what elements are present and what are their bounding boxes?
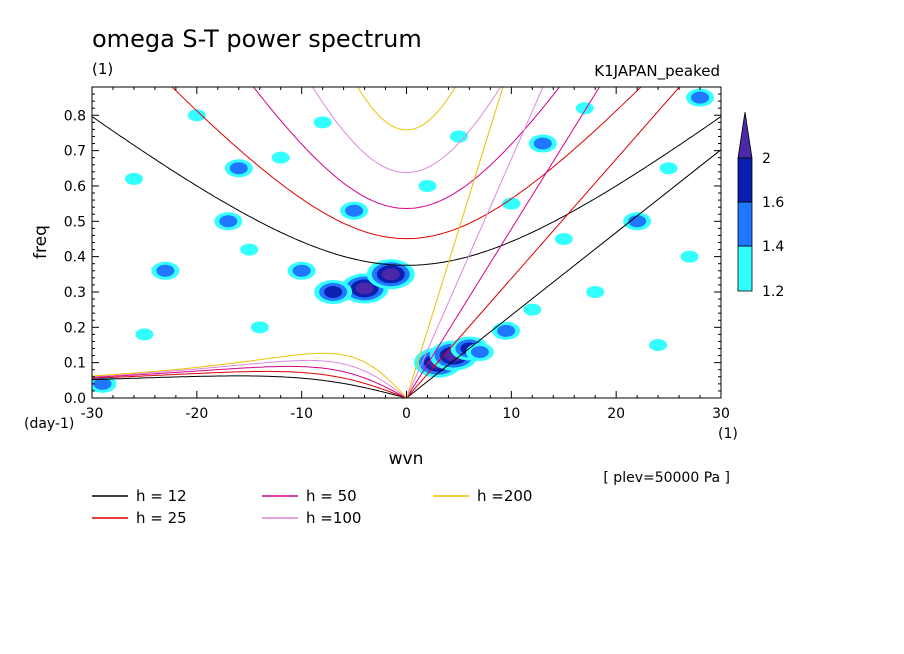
power-blob-18-level-1 <box>680 250 699 263</box>
dispersion-curve-h12-2 <box>406 149 721 398</box>
power-blob-26-level-1 <box>649 338 668 351</box>
power-blob-14-level-2 <box>156 264 175 277</box>
legend-label-h200: h =200 <box>477 487 532 505</box>
power-blob-29-level-1 <box>575 102 594 115</box>
x-units-label: (1) <box>718 426 738 442</box>
colorbar-label: 2 <box>762 151 771 167</box>
colorbar-segment-3 <box>737 157 753 203</box>
legend-label-h100: h =100 <box>306 509 361 527</box>
dispersion-curve-h25-1 <box>92 370 407 398</box>
x-tick-label: 0 <box>402 406 411 422</box>
colorbar: 1.2 1.4 1.6 2 <box>737 111 784 300</box>
power-blob-9-level-2 <box>292 264 311 277</box>
x-tick-label: -30 <box>81 406 104 422</box>
colorbar-label: 1.6 <box>762 195 784 211</box>
colorbar-top-triangle <box>737 111 753 159</box>
dispersion-curve-h200-1 <box>92 352 407 398</box>
experiment-name: K1JAPAN_peaked <box>594 62 720 81</box>
chart-title: omega S-T power spectrum <box>92 25 422 53</box>
power-blob-17-level-2 <box>628 215 647 228</box>
power-blob-10-level-2 <box>345 204 364 217</box>
x-tick-label: 10 <box>502 406 520 422</box>
dispersion-curve-h200-2 <box>406 87 504 398</box>
power-blob-28-level-1 <box>418 179 437 192</box>
dispersion-curve-h100-1 <box>92 359 407 398</box>
x-axis-title: wvn <box>389 449 424 469</box>
legend-label-h50: h = 50 <box>306 487 357 505</box>
y-tick-label: 0.5 <box>64 214 86 230</box>
title-units: (1) <box>92 60 113 78</box>
power-blob-11-level-2 <box>229 162 248 175</box>
x-tick-label: 20 <box>607 406 625 422</box>
power-blob-33-level-1 <box>554 232 573 245</box>
power-blob-25-level-1 <box>586 285 605 298</box>
power-blob-3-level-2 <box>470 346 489 359</box>
power-blob-8-level-3 <box>324 285 343 298</box>
power-blob-4-level-2 <box>497 324 516 337</box>
power-blob-20-level-1 <box>187 109 206 122</box>
power-blob-19-level-1 <box>659 162 678 175</box>
dispersion-curve-h50-0 <box>252 87 561 210</box>
power-blob-16-level-2 <box>533 137 552 150</box>
dispersion-curve-h12-0 <box>92 116 721 266</box>
power-blob-6-level-4 <box>355 282 374 295</box>
power-blob-12-level-2 <box>219 215 238 228</box>
y-axis: 0.0 0.1 0.2 0.3 0.4 0.5 0.6 0.7 0.8 <box>64 93 721 407</box>
legend-label-h12: h = 12 <box>136 487 187 505</box>
plot-frame <box>91 86 722 399</box>
dispersion-curve-h100-2 <box>406 87 544 398</box>
dispersion-curve-h25-0 <box>171 87 642 240</box>
power-blob-21-level-1 <box>449 130 468 143</box>
power-blob-32-level-1 <box>271 151 290 164</box>
x-tick-label: 30 <box>712 406 730 422</box>
power-blob-13-level-1 <box>240 243 259 256</box>
y-tick-label: 0.3 <box>64 285 86 301</box>
power-blob-24-level-1 <box>250 321 269 334</box>
y-tick-label: 0.2 <box>64 320 86 336</box>
colorbar-label: 1.2 <box>762 284 784 300</box>
dispersion-curve-h200-0 <box>356 87 457 131</box>
power-blob-23-level-1 <box>135 328 154 341</box>
x-tick-label: -10 <box>290 406 313 422</box>
y-tick-label: 0.0 <box>64 391 86 407</box>
power-blob-5-level-1 <box>523 303 542 316</box>
y-tick-label: 0.1 <box>64 356 86 372</box>
dispersion-curve-h12-1 <box>92 375 407 398</box>
dispersion-curve-h50-1 <box>92 365 407 398</box>
power-blob-31-level-2 <box>691 91 710 104</box>
x-tick-label: -20 <box>185 406 208 422</box>
legend-label-h25: h = 25 <box>136 509 187 527</box>
x-axis: -30 -20 -10 0 10 20 30 <box>81 87 730 422</box>
colorbar-label: 1.4 <box>762 239 784 255</box>
dispersion-curves <box>92 87 721 398</box>
colorbar-segment-2 <box>737 201 753 247</box>
y-axis-title: freq <box>31 225 51 259</box>
dispersion-curve-h50-2 <box>406 87 601 398</box>
y-tick-label: 0.4 <box>64 250 86 266</box>
power-blob-7-level-4 <box>381 268 400 281</box>
y-units-label: (day-1) <box>24 416 74 432</box>
y-tick-label: 0.6 <box>64 179 86 195</box>
dispersion-curve-h25-2 <box>406 87 681 398</box>
power-blob-15-level-2 <box>93 377 112 390</box>
colorbar-segment-1 <box>737 245 753 292</box>
level-note: [ plev=50000 Pa ] <box>603 470 730 486</box>
power-blob-27-level-1 <box>313 116 332 129</box>
legend: h = 12 h = 25 h = 50 h =100 h =200 <box>92 487 532 527</box>
y-tick-label: 0.7 <box>64 144 86 160</box>
y-tick-label: 0.8 <box>64 108 86 124</box>
power-blob-22-level-1 <box>502 197 521 210</box>
power-contours <box>92 88 715 393</box>
dispersion-curve-h100-0 <box>311 87 502 174</box>
power-blob-30-level-1 <box>124 172 143 185</box>
